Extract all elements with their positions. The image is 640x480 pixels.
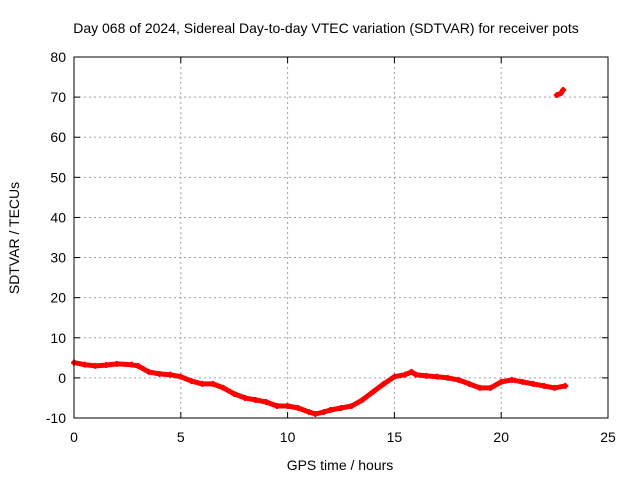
data-point — [560, 86, 567, 93]
data-point — [444, 374, 451, 381]
data-point — [508, 376, 515, 383]
data-point — [487, 384, 494, 391]
data-point — [209, 380, 216, 387]
data-point — [241, 394, 248, 401]
data-point — [252, 396, 259, 403]
data-point — [103, 362, 110, 369]
y-axis-label: SDTVAR / TECUs — [6, 182, 22, 294]
data-point — [540, 382, 547, 389]
data-point — [380, 380, 387, 387]
data-point — [530, 380, 537, 387]
data-point — [273, 402, 280, 409]
data-point — [370, 388, 377, 395]
data-point — [423, 372, 430, 379]
data-point — [81, 361, 88, 368]
plot-frame — [73, 56, 609, 419]
y-tick-label: 70 — [50, 89, 66, 105]
data-point — [558, 90, 565, 97]
data-point — [553, 92, 560, 99]
data-point — [128, 361, 135, 368]
data-point — [455, 376, 462, 383]
y-tick-label: 10 — [50, 330, 66, 346]
data-point — [135, 362, 142, 369]
x-tick-label: 15 — [387, 429, 403, 445]
grid — [74, 57, 608, 418]
data-point — [167, 371, 174, 378]
data-point — [434, 373, 441, 380]
data-point — [348, 402, 355, 409]
data-point — [498, 378, 505, 385]
y-tick-label: 80 — [50, 49, 66, 65]
y-tick-label: 20 — [50, 290, 66, 306]
data-point — [402, 371, 409, 378]
chart-title: Day 068 of 2024, Sidereal Day-to-day VTE… — [73, 20, 579, 36]
data-point — [220, 384, 227, 391]
y-tick-label: 60 — [50, 129, 66, 145]
data-point — [113, 360, 120, 367]
data-point — [305, 408, 312, 415]
data-point — [156, 370, 163, 377]
data-point — [562, 382, 569, 389]
data-point — [412, 371, 419, 378]
series-layer — [71, 86, 569, 417]
x-tick-label: 25 — [600, 429, 616, 445]
data-point — [284, 402, 291, 409]
x-tick-label: 20 — [493, 429, 509, 445]
data-point — [338, 404, 344, 411]
data-point — [476, 384, 483, 391]
data-point — [263, 398, 270, 405]
data-point — [145, 368, 152, 375]
data-point — [231, 390, 238, 397]
y-tick-label: 0 — [58, 370, 66, 386]
x-tick-label: 10 — [280, 429, 296, 445]
data-point — [199, 380, 206, 387]
data-point — [551, 384, 558, 391]
data-point — [177, 373, 184, 380]
data-point — [320, 408, 327, 415]
y-tick-label: 50 — [50, 169, 66, 185]
data-point — [391, 373, 398, 380]
data-point — [327, 406, 334, 413]
data-point — [466, 380, 473, 387]
y-tick-label: -10 — [46, 410, 66, 426]
data-point — [92, 362, 99, 369]
data-point — [188, 378, 195, 385]
data-point — [359, 396, 366, 403]
y-tick-label: 40 — [50, 209, 66, 225]
x-tick-label: 5 — [177, 429, 185, 445]
data-point — [519, 378, 526, 385]
y-tick-label: 30 — [50, 250, 66, 266]
data-point — [295, 404, 302, 411]
data-point — [408, 368, 415, 375]
x-axis-label: GPS time / hours — [287, 457, 394, 473]
data-point — [312, 410, 319, 417]
x-tick-label: 0 — [70, 429, 78, 445]
